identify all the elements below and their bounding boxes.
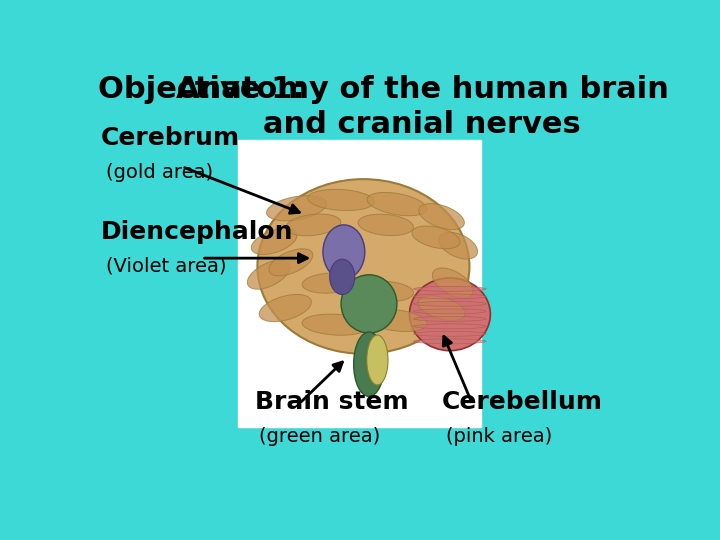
Text: (gold area): (gold area)	[106, 163, 212, 181]
Text: Objective 1:: Objective 1:	[99, 75, 305, 104]
Ellipse shape	[366, 309, 427, 332]
Ellipse shape	[414, 316, 486, 321]
Ellipse shape	[358, 281, 413, 301]
Ellipse shape	[248, 260, 289, 289]
Ellipse shape	[414, 286, 486, 292]
Ellipse shape	[251, 228, 297, 254]
Ellipse shape	[302, 314, 369, 335]
Text: Anatomy of the human brain
and cranial nerves: Anatomy of the human brain and cranial n…	[176, 75, 668, 139]
Ellipse shape	[418, 296, 465, 320]
Ellipse shape	[414, 324, 486, 329]
Ellipse shape	[307, 190, 374, 211]
Ellipse shape	[354, 332, 384, 396]
FancyBboxPatch shape	[238, 140, 481, 427]
Ellipse shape	[414, 301, 486, 306]
Ellipse shape	[258, 179, 469, 354]
Ellipse shape	[419, 204, 464, 230]
Ellipse shape	[414, 339, 486, 344]
Text: (pink area): (pink area)	[446, 427, 552, 446]
Ellipse shape	[358, 214, 413, 235]
Text: Cerebellum: Cerebellum	[441, 390, 603, 414]
Text: Brain stem: Brain stem	[255, 390, 408, 414]
Ellipse shape	[330, 259, 355, 294]
Ellipse shape	[414, 294, 486, 299]
Ellipse shape	[366, 335, 388, 385]
Ellipse shape	[414, 332, 486, 336]
Ellipse shape	[414, 309, 486, 314]
Text: (Violet area): (Violet area)	[106, 256, 226, 275]
Ellipse shape	[259, 294, 312, 322]
Ellipse shape	[341, 275, 397, 333]
Ellipse shape	[323, 225, 365, 279]
Ellipse shape	[433, 268, 473, 298]
Ellipse shape	[286, 214, 341, 236]
Text: (green area): (green area)	[259, 427, 380, 446]
Text: Cerebrum: Cerebrum	[101, 126, 240, 150]
Text: Diencephalon: Diencephalon	[101, 220, 294, 244]
Ellipse shape	[302, 273, 358, 293]
Ellipse shape	[367, 192, 427, 216]
Ellipse shape	[412, 226, 460, 249]
Ellipse shape	[266, 195, 326, 221]
Ellipse shape	[439, 232, 477, 259]
Ellipse shape	[269, 249, 312, 276]
Ellipse shape	[410, 278, 490, 350]
